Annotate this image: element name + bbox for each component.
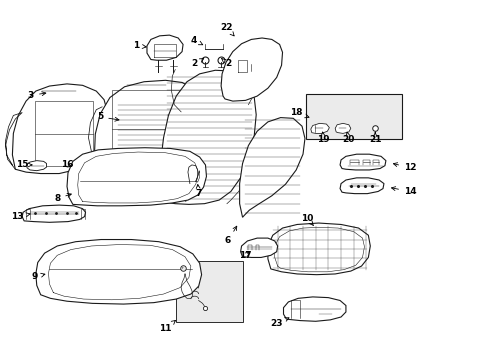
Text: 6: 6 (224, 226, 236, 246)
Text: 16: 16 (61, 161, 73, 170)
Polygon shape (12, 84, 108, 174)
Text: r: r (182, 266, 183, 270)
Text: 19: 19 (317, 132, 329, 144)
Polygon shape (22, 205, 85, 222)
Text: 23: 23 (270, 318, 288, 328)
Text: 5: 5 (97, 112, 119, 121)
Polygon shape (283, 297, 345, 321)
Polygon shape (339, 178, 383, 194)
Text: 7: 7 (195, 185, 202, 198)
Text: 22: 22 (220, 23, 234, 36)
Text: 21: 21 (368, 132, 381, 144)
Polygon shape (267, 223, 369, 275)
Bar (305, 94, 401, 139)
Text: 2: 2 (221, 59, 230, 68)
Text: 10: 10 (300, 213, 313, 225)
Polygon shape (67, 148, 206, 206)
Text: 14: 14 (391, 187, 416, 196)
Bar (176, 261, 242, 322)
Polygon shape (240, 238, 277, 257)
Text: 13: 13 (11, 212, 30, 221)
Polygon shape (94, 80, 205, 174)
Polygon shape (239, 118, 305, 217)
Text: 9: 9 (32, 272, 45, 281)
Polygon shape (310, 123, 329, 134)
Polygon shape (36, 239, 201, 304)
Text: 1: 1 (133, 41, 146, 50)
Text: 2: 2 (191, 59, 203, 68)
Text: 12: 12 (393, 163, 416, 172)
Text: 17: 17 (239, 251, 251, 260)
Text: 4: 4 (190, 36, 203, 45)
Polygon shape (147, 35, 183, 60)
Polygon shape (221, 38, 282, 101)
Polygon shape (27, 161, 46, 171)
Text: 18: 18 (289, 108, 308, 118)
Polygon shape (334, 123, 350, 134)
Polygon shape (339, 154, 385, 170)
Text: 3: 3 (28, 91, 46, 100)
Text: 15: 15 (16, 161, 32, 170)
Text: 8: 8 (54, 193, 71, 203)
Text: 11: 11 (159, 320, 175, 333)
Text: 20: 20 (342, 132, 354, 144)
Polygon shape (160, 70, 256, 204)
